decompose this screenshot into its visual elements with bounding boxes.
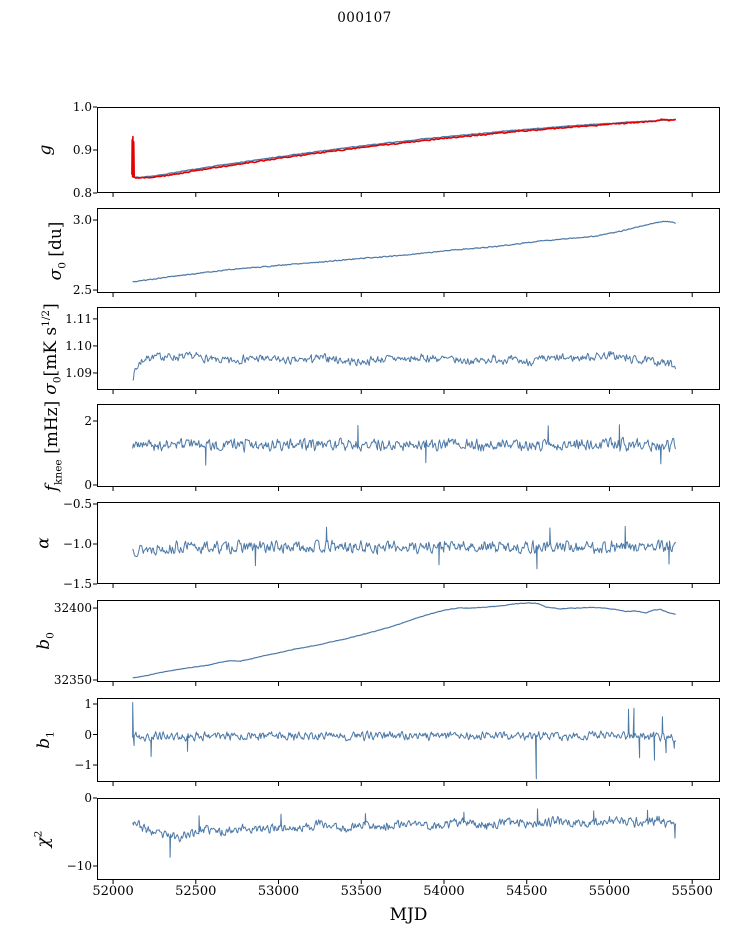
plot-area-gain: [93, 106, 720, 197]
y-tick-label: 1: [84, 697, 92, 711]
y-tick-label: −1.0: [62, 537, 92, 551]
x-axis-label: MJD: [389, 905, 428, 925]
series-b0: [132, 602, 676, 679]
y-tick-label: 0: [84, 727, 92, 742]
series-alpha: [132, 525, 677, 570]
y-axis-label-sigma0-mk: σ0[mK s1/2]: [40, 302, 64, 395]
y-axis-label-gain: g: [35, 144, 56, 156]
y-tick-label: 0: [84, 791, 92, 805]
axes-frame: [97, 502, 720, 584]
y-tick-label: 1.09: [65, 365, 92, 380]
y-axis-label-fknee: fknee [mHz]: [42, 400, 65, 491]
subplot-b1: b1 1 0 −1: [0, 697, 729, 786]
x-tick-label: 52500: [175, 884, 217, 899]
figure-title: 000107: [337, 10, 392, 26]
y-tick-label: −10: [66, 858, 92, 873]
subplot-chi2: χ2 0 −10: [0, 792, 729, 884]
y-tick-label: 0.9: [72, 143, 92, 157]
series-sigma0-mk: [132, 351, 677, 381]
axes-frame: [97, 698, 720, 782]
y-axis-label-chi2: χ2: [32, 830, 54, 848]
y-axis-label-b0: b0: [34, 632, 57, 650]
x-tick-label: 54500: [506, 884, 548, 899]
x-tick-label: 52000: [92, 884, 134, 899]
subplot-sigma0-du: σ0 [du] 3.0 2.5: [0, 208, 729, 298]
series-gain-smoothed: [132, 118, 676, 179]
plot-area-sigma0-mk: [93, 307, 720, 394]
y-tick-label: 3.0: [72, 213, 92, 228]
x-tick-label: 54000: [423, 884, 465, 899]
y-tick-label: 1.0: [72, 100, 92, 114]
axes-frame: [97, 208, 720, 293]
axes-frame: [97, 307, 720, 390]
y-tick-label: −0.5: [62, 497, 92, 511]
axes-frame: [97, 107, 720, 193]
y-tick-label: 0.8: [72, 186, 92, 200]
x-tick-label: 55500: [671, 884, 713, 899]
y-tick-label: 0: [84, 477, 92, 492]
y-tick-label: 32400: [53, 601, 92, 616]
subplot-b0: b0 32400 32350: [0, 600, 729, 686]
series-sigma0-du: [132, 220, 676, 283]
y-axis-label-alpha: α: [33, 537, 54, 549]
subplot-fknee: fknee [mHz] 2 0: [0, 400, 729, 491]
axes-frame: [97, 798, 720, 880]
y-tick-label: 32350: [53, 672, 92, 687]
y-axis-label-sigma0-du: σ0 [du]: [46, 221, 69, 280]
y-tick-label: −1: [74, 758, 92, 772]
plot-area-sigma0-du: [93, 208, 720, 297]
x-tick-labels: 52000 52500 53000 53500 54000 54500 55000 55500: [0, 885, 729, 903]
y-tick-label: −1.5: [62, 577, 92, 591]
series-chi2: [132, 808, 677, 858]
axes-frame: [97, 404, 720, 487]
x-tick-label: 53500: [340, 884, 382, 899]
y-tick-label: 1.10: [65, 338, 92, 353]
plot-area-b1: [93, 698, 720, 786]
plot-area-chi2: [93, 797, 720, 884]
plot-area-alpha: [93, 502, 720, 588]
y-tick-label: 1.11: [65, 311, 92, 326]
series-fknee: [132, 424, 677, 466]
y-axis-label-b1: b1: [34, 731, 57, 749]
subplot-gain: g 1.0 0.9 0.8: [0, 101, 729, 199]
series-b1: [132, 702, 677, 780]
plot-area-fknee: [93, 404, 720, 491]
y-tick-label: 2: [84, 413, 92, 428]
subplot-alpha: α −0.5 −1.0 −1.5: [0, 498, 729, 590]
y-tick-label: 2.5: [72, 283, 92, 298]
plot-area-b0: [93, 600, 720, 686]
subplot-sigma0-mk: σ0[mK s1/2] 1.11 1.10 1.09: [0, 303, 729, 394]
axes-frame: [97, 600, 720, 682]
x-tick-label: 53000: [257, 884, 300, 899]
x-tick-label: 55000: [588, 884, 631, 899]
series-gain-raw: [131, 118, 677, 179]
